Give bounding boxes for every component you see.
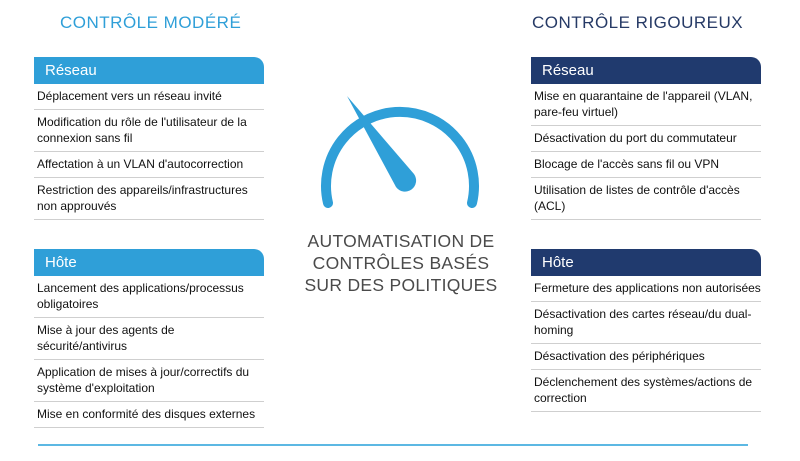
center-title-line: SUR DES POLITIQUES (304, 275, 498, 295)
moderate-control-title: CONTRÔLE MODÉRÉ (60, 13, 242, 32)
list-item: Mise en quarantaine de l'appareil (VLAN,… (531, 84, 761, 126)
list-item: Mise en conformité des disques externes (34, 402, 264, 428)
list-item: Désactivation des cartes réseau/du dual-… (531, 302, 761, 344)
center-title: AUTOMATISATION DE CONTRÔLES BASÉS SUR DE… (296, 230, 506, 296)
list-item: Mise à jour des agents de sécurité/antiv… (34, 318, 264, 360)
rigorous-network-header: Réseau (531, 57, 761, 84)
rigorous-network-panel: Réseau Mise en quarantaine de l'appareil… (531, 57, 761, 220)
moderate-network-header: Réseau (34, 57, 264, 84)
rigorous-host-header: Hôte (531, 249, 761, 276)
moderate-host-panel: Hôte Lancement des applications/processu… (34, 249, 264, 428)
list-item: Restriction des appareils/infrastructure… (34, 178, 264, 220)
list-item: Désactivation des périphériques (531, 344, 761, 370)
center-title-line: AUTOMATISATION DE (307, 231, 495, 251)
rigorous-host-panel: Hôte Fermeture des applications non auto… (531, 249, 761, 412)
rigorous-control-title: CONTRÔLE RIGOUREUX (532, 13, 744, 32)
list-item: Affectation à un VLAN d'autocorrection (34, 152, 264, 178)
moderate-network-panel: Réseau Déplacement vers un réseau invité… (34, 57, 264, 220)
moderate-host-header: Hôte (34, 249, 264, 276)
list-item: Blocage de l'accès sans fil ou VPN (531, 152, 761, 178)
list-item: Application de mises à jour/correctifs d… (34, 360, 264, 402)
list-item: Désactivation du port du commutateur (531, 126, 761, 152)
list-item: Déclenchement des systèmes/actions de co… (531, 370, 761, 412)
list-item: Fermeture des applications non autorisée… (531, 276, 761, 302)
list-item: Lancement des applications/processus obl… (34, 276, 264, 318)
list-item: Utilisation de listes de contrôle d'accè… (531, 178, 761, 220)
center-title-line: CONTRÔLES BASÉS (312, 253, 490, 273)
bottom-divider (38, 444, 748, 446)
list-item: Déplacement vers un réseau invité (34, 84, 264, 110)
list-item: Modification du rôle de l'utilisateur de… (34, 110, 264, 152)
speedometer-icon (321, 96, 479, 208)
